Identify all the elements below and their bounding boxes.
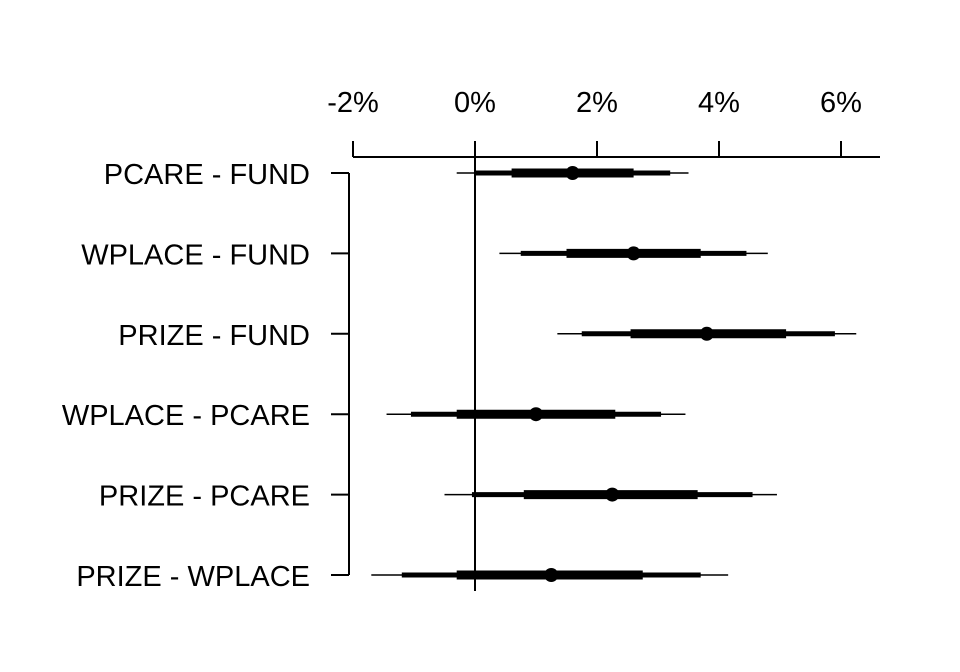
point-estimate — [699, 326, 714, 341]
comparison-row — [499, 246, 768, 261]
category-label: PCARE - FUND — [104, 159, 310, 191]
category-label: PRIZE - FUND — [118, 320, 310, 352]
category-label: PRIZE - WPLACE — [76, 561, 310, 593]
y-axis: PCARE - FUND WPLACE - FUND PRIZE - FUND WPL… — [62, 159, 350, 593]
interval-group — [371, 166, 857, 582]
x-tick-label: 2% — [576, 87, 618, 119]
category-label: WPLACE - FUND — [81, 239, 310, 271]
point-estimate — [626, 246, 641, 261]
category-label: PRIZE - PCARE — [99, 481, 310, 513]
point-estimate — [529, 407, 543, 422]
comparison-row — [456, 166, 689, 180]
comparison-row — [557, 326, 857, 341]
x-tick-label: 4% — [698, 87, 740, 119]
point-estimate — [605, 487, 620, 502]
x-axis: -2% 0% 2% 4% 6% — [327, 87, 880, 158]
category-label: WPLACE - PCARE — [62, 400, 310, 432]
comparison-row — [386, 407, 686, 422]
point-estimate — [544, 568, 559, 582]
x-tick-label: 6% — [820, 87, 862, 119]
point-estimate — [565, 166, 580, 180]
comparison-row — [371, 568, 729, 582]
x-tick-label: 0% — [454, 87, 496, 119]
comparison-row — [444, 487, 777, 502]
x-tick-label: -2% — [327, 87, 379, 119]
